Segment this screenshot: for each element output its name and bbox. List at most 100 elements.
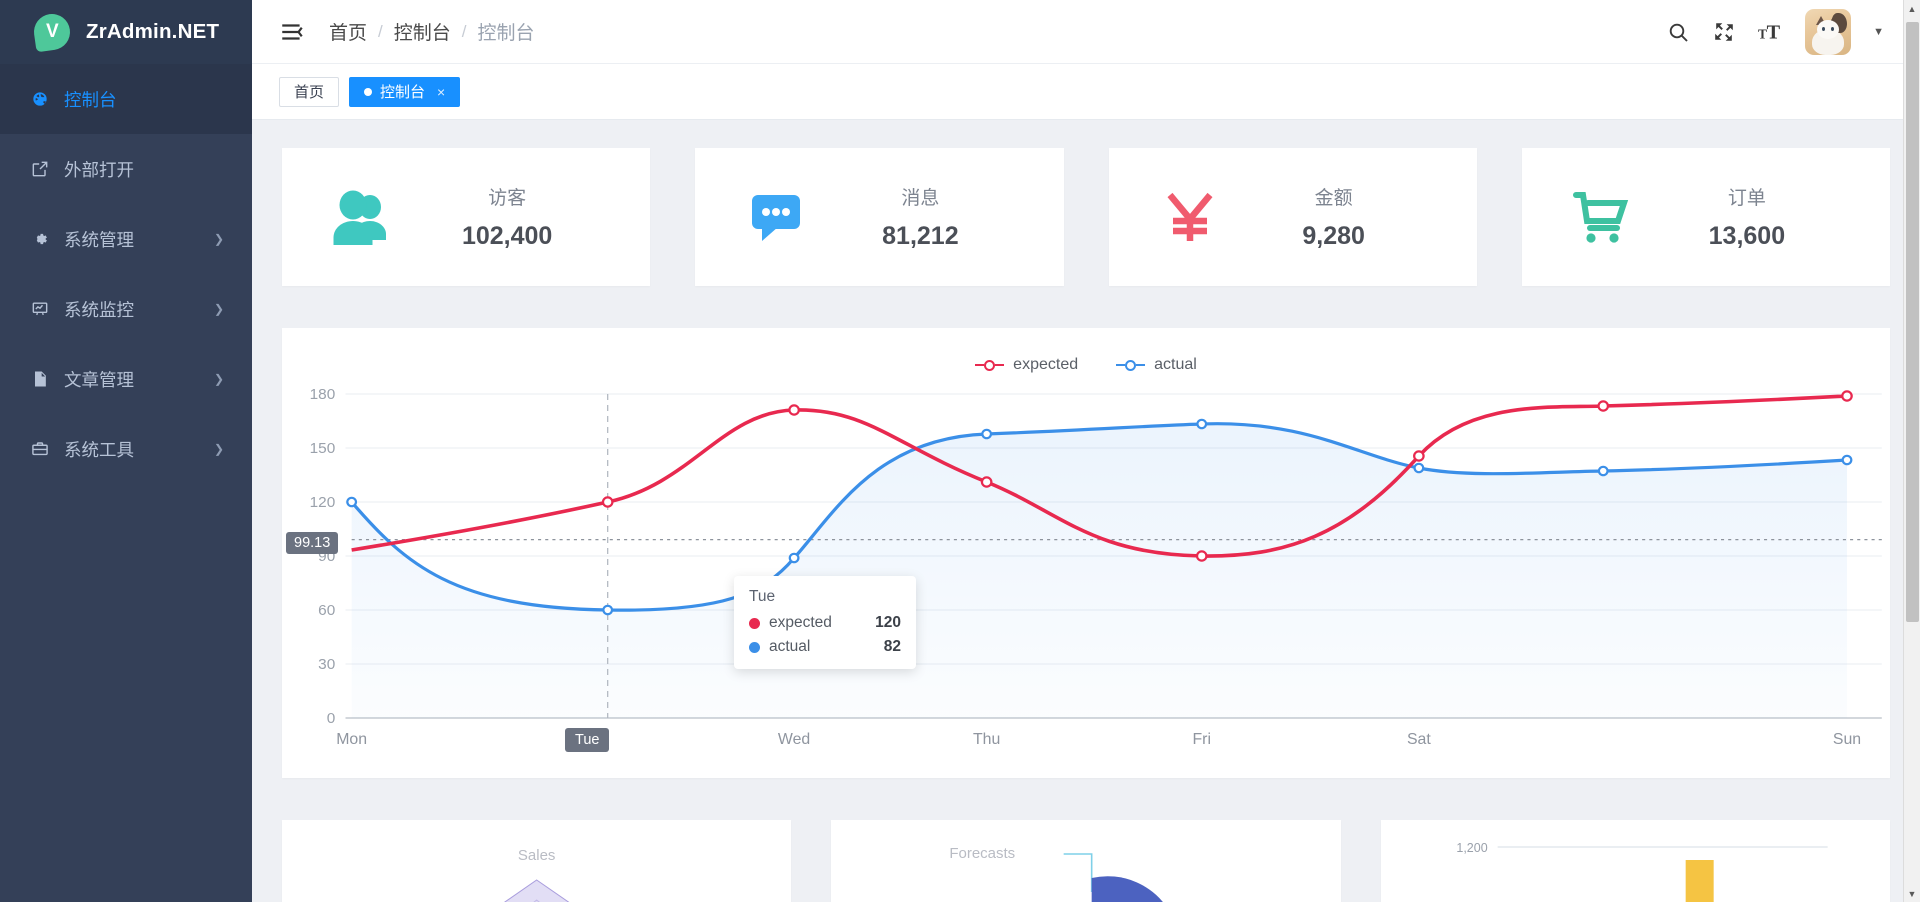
sidebar: V ZrAdmin.NET 控制台 外部打开 系统管理 (0, 0, 252, 902)
x-tick-fri: Fri (1192, 731, 1210, 748)
chevron-down-icon: ❯ (213, 302, 224, 316)
series-markers-expected (601, 390, 1853, 562)
search-icon[interactable] (1666, 20, 1690, 44)
tab-bar: 首页 控制台 × (252, 64, 1920, 120)
chevron-down-icon: ❯ (213, 372, 224, 386)
tooltip-dot-icon (749, 617, 760, 629)
vertical-scrollbar[interactable]: ▲ ▼ (1903, 0, 1920, 902)
cart-icon (1560, 189, 1646, 245)
bar-chart: 1,200 (1456, 841, 1828, 902)
briefcase-icon (30, 439, 64, 459)
caret-up-icon[interactable]: ▲ (1907, 3, 1917, 14)
avatar[interactable] (1805, 8, 1852, 55)
series-line-expected (351, 394, 1848, 558)
x-tick-thu: Thu (973, 731, 1000, 748)
x-tick-wed: Wed (778, 731, 810, 748)
sidebar-item-label: 系统管理 (64, 229, 134, 250)
sidebar-item-article-management[interactable]: 文章管理 ❯ (0, 344, 252, 414)
stat-card-visitors[interactable]: 访客 102,400 (282, 148, 651, 286)
gear-icon (30, 229, 64, 249)
stat-card-title: 金额 (1314, 188, 1353, 209)
stat-card-value: 13,600 (1708, 222, 1786, 250)
fullscreen-icon[interactable] (1712, 20, 1736, 44)
external-link-icon (30, 159, 64, 179)
tooltip-row-expected: expected 120 (749, 614, 901, 632)
stat-card-amount[interactable]: 金额 9,280 (1108, 148, 1477, 286)
chevron-down-icon: ❯ (213, 232, 224, 246)
x-tick-sat: Sat (1407, 731, 1431, 748)
y-tick-30: 30 (318, 656, 335, 673)
breadcrumb: 首页 / 控制台 / 控制台 (329, 18, 535, 45)
legend-item-actual[interactable]: actual (1116, 356, 1197, 374)
sidebar-item-system-tools[interactable]: 系统工具 ❯ (0, 414, 252, 484)
svg-text:T: T (1767, 21, 1781, 43)
brand-header[interactable]: V ZrAdmin.NET (0, 0, 252, 64)
breadcrumb-item-current: 控制台 (477, 23, 535, 44)
stat-card-value: 81,212 (882, 222, 959, 250)
caret-down-icon[interactable]: ▼ (1907, 888, 1917, 899)
chevron-down-icon: ❯ (213, 442, 224, 456)
hamburger-icon[interactable] (279, 19, 305, 45)
scrollbar-thumb[interactable] (1906, 22, 1919, 622)
chart-legend: expected actual (282, 356, 1890, 374)
bar-chart-card[interactable]: 1,200 (1380, 820, 1890, 902)
chart-svg: 180 150 120 90 60 30 0 (310, 386, 1882, 748)
stat-card-title: 订单 (1727, 188, 1766, 209)
sidebar-item-label: 控制台 (64, 89, 117, 110)
tooltip-series-value: 82 (883, 638, 901, 655)
breadcrumb-item-1[interactable]: 控制台 (393, 23, 451, 44)
tooltip-row-actual: actual 82 (749, 638, 901, 656)
dashboard-icon (30, 89, 64, 109)
monitor-chart-icon (30, 299, 64, 319)
main-area: 首页 / 控制台 / 控制台 (252, 0, 1920, 902)
y-tick-150: 150 (310, 440, 336, 457)
brand-logo-icon: V (31, 11, 73, 53)
close-icon[interactable]: × (437, 83, 446, 100)
stat-card-orders[interactable]: 订单 13,600 (1521, 148, 1890, 286)
font-size-icon[interactable]: T T (1758, 20, 1783, 44)
sidebar-item-label: 系统监控 (64, 299, 134, 320)
topbar: 首页 / 控制台 / 控制台 (252, 0, 1920, 64)
sidebar-item-label: 系统工具 (64, 439, 134, 460)
tab-home[interactable]: 首页 (279, 76, 340, 107)
chart-marker-value-badge: 99.13 (286, 532, 339, 554)
sidebar-item-system-monitor[interactable]: 系统监控 ❯ (0, 274, 252, 344)
forecasts-chart-label: Forecasts (949, 845, 1016, 862)
weekly-line-chart-card: expected actual (282, 328, 1890, 778)
stat-card-row: 访客 102,400 消息 81,212 (282, 148, 1890, 286)
sidebar-item-system-management[interactable]: 系统管理 ❯ (0, 204, 252, 274)
tab-dashboard[interactable]: 控制台 × (349, 76, 461, 107)
brand-name: ZrAdmin.NET (86, 20, 220, 43)
tooltip-series-name: actual (769, 638, 811, 655)
bottom-card-row: Sales Forecasts (282, 820, 1890, 902)
x-tick-sun: Sun (1833, 731, 1861, 748)
breadcrumb-separator: / (461, 21, 467, 41)
legend-marker-icon (1116, 359, 1146, 371)
sidebar-item-dashboard[interactable]: 控制台 (0, 64, 252, 134)
tooltip-dot-icon (749, 641, 760, 653)
stat-card-messages[interactable]: 消息 81,212 (695, 148, 1064, 286)
tooltip-title: Tue (749, 588, 776, 605)
sales-radar-card[interactable]: Sales (282, 820, 792, 902)
chart-plot-area[interactable]: 180 150 120 90 60 30 0 (282, 386, 1890, 778)
sidebar-nav: 控制台 外部打开 系统管理 ❯ 系统监控 ❯ (0, 64, 252, 484)
sales-chart-label: Sales (517, 847, 556, 864)
breadcrumb-separator: / (378, 21, 383, 41)
y-tick-120: 120 (310, 494, 336, 511)
breadcrumb-item-0[interactable]: 首页 (329, 23, 368, 44)
sidebar-item-external-open[interactable]: 外部打开 (0, 134, 252, 204)
tab-active-dot-icon (364, 87, 373, 96)
y-tick-60: 60 (318, 602, 335, 619)
yen-icon (1147, 188, 1233, 246)
stat-card-title: 访客 (488, 188, 527, 209)
series-markers-actual (346, 418, 1853, 616)
tab-label: 控制台 (380, 84, 426, 101)
legend-item-expected[interactable]: expected (975, 356, 1078, 374)
forecasts-pie-card[interactable]: Forecasts (831, 820, 1341, 902)
chevron-down-icon[interactable]: ▼ (1873, 25, 1884, 38)
stat-card-value: 102,400 (461, 222, 553, 250)
page-content: 访客 102,400 消息 81,212 (252, 120, 1920, 902)
users-icon (320, 188, 406, 246)
tab-label: 首页 (294, 84, 325, 101)
